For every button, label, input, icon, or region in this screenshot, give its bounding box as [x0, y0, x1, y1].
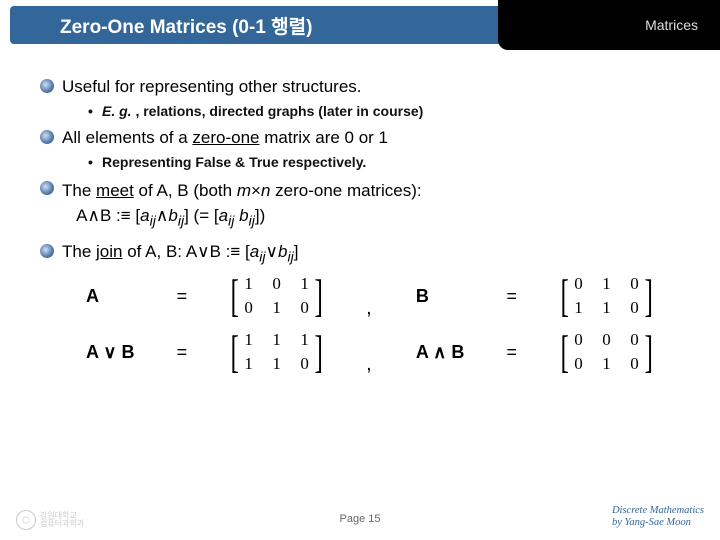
- b4-end: ]: [294, 242, 299, 261]
- eq2: =: [505, 286, 554, 307]
- b3-n: n: [261, 181, 270, 200]
- slide-header: Zero-One Matrices (0-1 행렬) Matrices: [0, 0, 720, 52]
- b4-u: join: [96, 242, 122, 261]
- b3-pre: The: [62, 181, 96, 200]
- slide-footer: ⬡ 강원대학교컴퓨터과학과 Page 15 Discrete Mathemati…: [0, 504, 720, 534]
- matrix-cell: 1: [573, 298, 585, 320]
- b3-m1: of A, B (both: [134, 181, 237, 200]
- section-bar: Matrices: [498, 0, 720, 50]
- bullet-4: The join of A, B: A∨B :≡ [aij∨bij]: [40, 241, 690, 268]
- b4-aij: a: [250, 242, 259, 261]
- matrix-cell: 0: [573, 354, 585, 376]
- slide-title: Zero-One Matrices (0-1 행렬): [60, 12, 312, 39]
- b3l2-aij2: a: [219, 206, 228, 225]
- label-A: A: [86, 286, 171, 307]
- label-AorB: A ∨ B: [86, 342, 171, 363]
- matrix-B: [010110]: [557, 274, 690, 320]
- credits: Discrete Mathematics by Yang-Sae Moon: [612, 505, 704, 530]
- bullet-1a-text: , relations, directed graphs (later in c…: [135, 103, 423, 119]
- b2-underline: zero-one: [192, 128, 259, 147]
- eg-italic: E. g.: [102, 103, 135, 119]
- bullet-1: Useful for representing other structures…: [40, 76, 690, 99]
- matrix-cell: 0: [629, 330, 641, 352]
- b2-post: matrix are 0 or 1: [260, 128, 389, 147]
- bullet-2: All elements of a zero-one matrix are 0 …: [40, 127, 690, 150]
- b3l2-bij: b: [168, 206, 177, 225]
- matrix-cell: 1: [601, 274, 613, 296]
- comma1: ,: [364, 297, 412, 320]
- bullet-2a: Representing False & True respectively.: [88, 154, 690, 170]
- matrix-cell: 1: [601, 298, 613, 320]
- b2-pre: All elements of a: [62, 128, 192, 147]
- matrix-cell: 1: [243, 330, 255, 352]
- b4-or: ∨: [197, 242, 209, 261]
- matrix-cell: 1: [271, 354, 283, 376]
- matrix-cell: 1: [243, 274, 255, 296]
- b3l2-aij: a: [140, 206, 149, 225]
- label-B: B: [416, 286, 501, 307]
- matrix-A: [101010]: [227, 274, 360, 320]
- b2a-post: respectively.: [279, 154, 367, 170]
- eq1: =: [175, 286, 224, 307]
- b2a-pre: Representing: [102, 154, 195, 170]
- title-bar: Zero-One Matrices (0-1 행렬): [10, 6, 500, 44]
- section-label: Matrices: [645, 17, 698, 33]
- b2a-mid: &: [231, 154, 249, 170]
- b3-times: ×: [251, 181, 261, 200]
- matrix-cell: 0: [629, 274, 641, 296]
- b4-b: B :≡ [: [210, 242, 250, 261]
- matrix-AorB: [111110]: [227, 330, 360, 376]
- slide-body: Useful for representing other structures…: [0, 52, 720, 376]
- credit-line2: by Yang-Sae Moon: [612, 517, 691, 528]
- matrix-cell: 1: [299, 274, 311, 296]
- matrix-block: A = [101010] , B = [010110] A ∨ B = [111…: [86, 274, 690, 376]
- bullet-1a: E. g. , relations, directed graphs (late…: [88, 103, 690, 119]
- matrix-cell: 0: [629, 298, 641, 320]
- b3l2-c: ] (= [: [184, 206, 218, 225]
- b4-or2: ∨: [266, 242, 278, 261]
- matrix-cell: 0: [601, 330, 613, 352]
- eq4: =: [505, 342, 554, 363]
- b3l2-and: ∧: [156, 206, 168, 225]
- b3l2-b: B :≡ [: [100, 206, 140, 225]
- credit-line1: Discrete Mathematics: [612, 505, 704, 516]
- b3-m2: zero-one matrices):: [270, 181, 421, 200]
- eq3: =: [175, 342, 224, 363]
- matrix-cell: 0: [573, 330, 585, 352]
- b3l2-a: A: [76, 206, 87, 225]
- matrix-cell: 1: [271, 330, 283, 352]
- matrix-cell: 1: [243, 354, 255, 376]
- bullet-3: The meet of A, B (both m×n zero-one matr…: [40, 178, 690, 233]
- matrix-cell: 0: [573, 274, 585, 296]
- label-AandB: A ∧ B: [416, 342, 501, 363]
- matrix-cell: 1: [299, 330, 311, 352]
- matrix-cell: 0: [299, 298, 311, 320]
- matrix-cell: 1: [271, 298, 283, 320]
- matrix-cell: 0: [629, 354, 641, 376]
- matrix-cell: 1: [601, 354, 613, 376]
- b2a-false: False: [195, 154, 231, 170]
- b3-u: meet: [96, 181, 134, 200]
- b4-pre: The: [62, 242, 96, 261]
- b4-mid: of A, B: A: [123, 242, 198, 261]
- b3l2-d: ]): [255, 206, 265, 225]
- b2a-true: True: [249, 154, 279, 170]
- b3l2-meet: ∧: [88, 206, 100, 225]
- comma2: ,: [364, 353, 412, 376]
- b3-m: m: [237, 181, 251, 200]
- matrix-AandB: [000010]: [557, 330, 690, 376]
- b3l2-bij2: b: [239, 206, 248, 225]
- matrix-cell: 0: [271, 274, 283, 296]
- matrix-cell: 0: [243, 298, 255, 320]
- matrix-cell: 0: [299, 354, 311, 376]
